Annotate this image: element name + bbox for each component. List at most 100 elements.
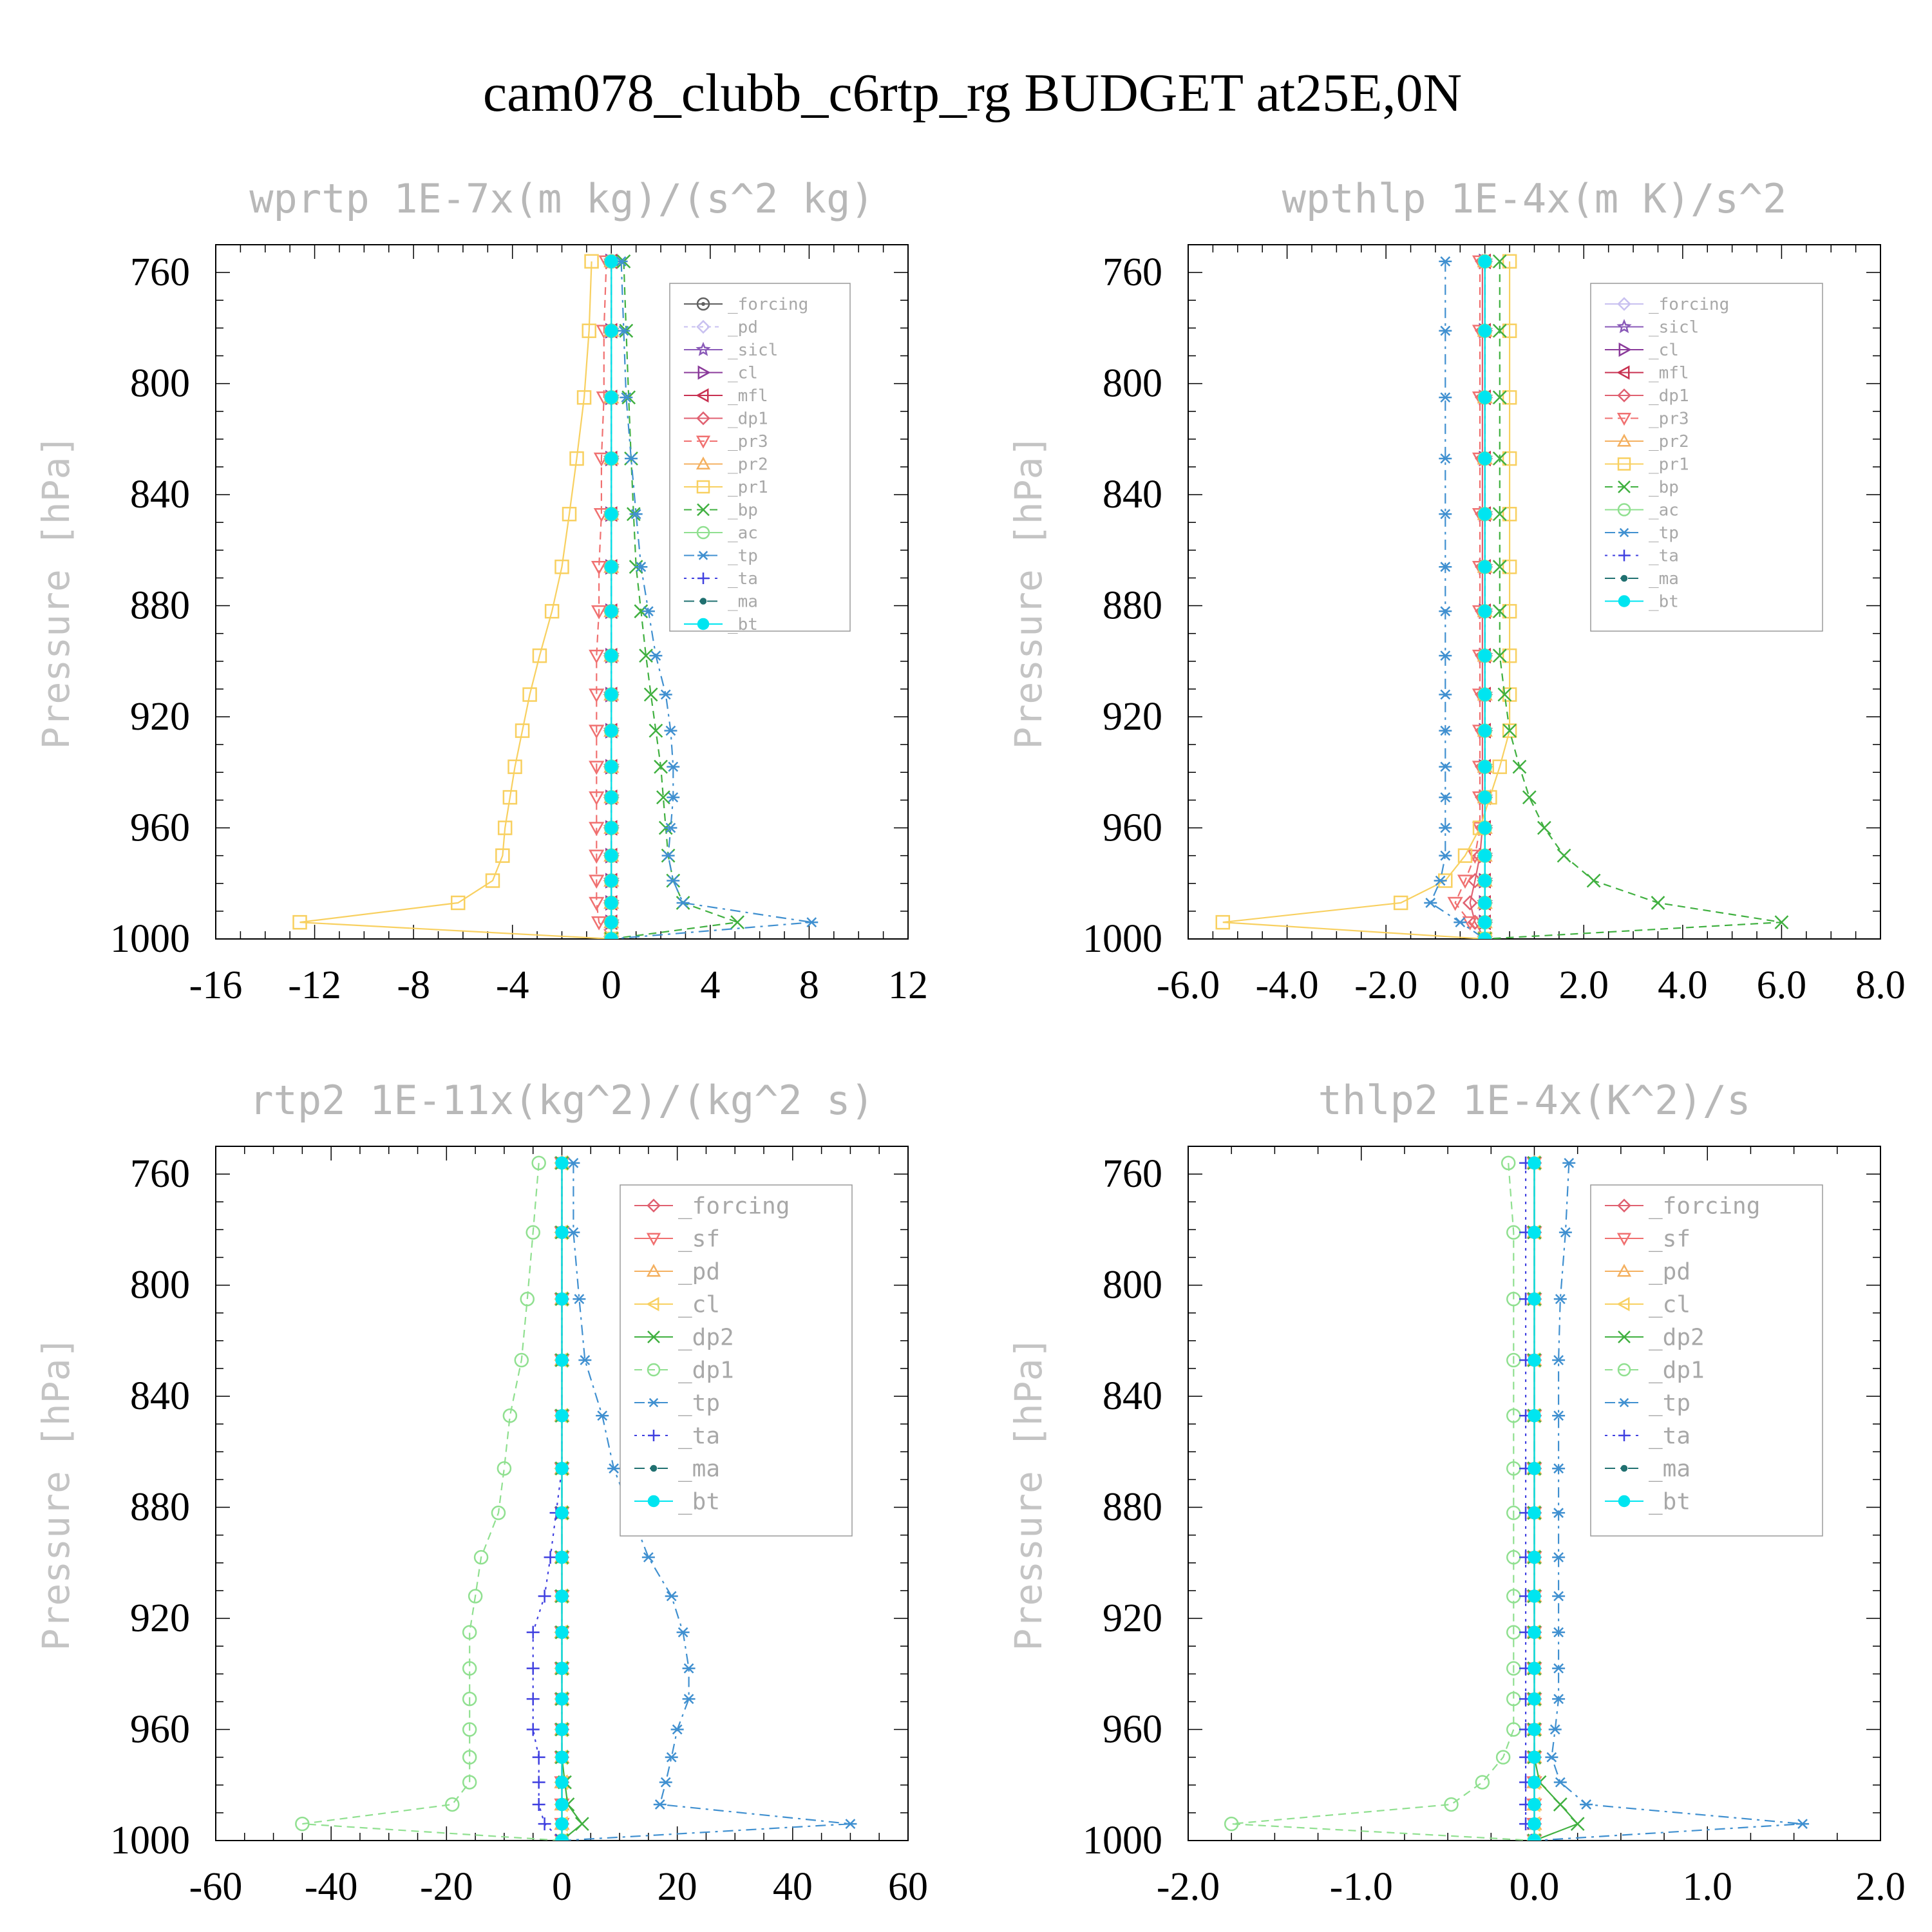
data-point-pr3 (589, 688, 605, 703)
data-point-dp1 (462, 1722, 477, 1737)
legend-item-forcing: _forcing (684, 295, 808, 314)
legend-item-cl: _cl (1605, 341, 1679, 360)
legend-item-bt: _bt (634, 1489, 720, 1515)
data-point-pr1 (1393, 895, 1408, 911)
legend-marker-forcing (1617, 297, 1631, 311)
data-point-bt (555, 1353, 569, 1367)
y-tick-label: 880 (130, 584, 190, 628)
legend-item-dp2: _dp2 (634, 1325, 734, 1351)
x-tick-label: -8 (397, 963, 430, 1007)
data-point-ta (532, 1776, 545, 1789)
data-point-bt (605, 896, 618, 910)
series-line-pr1 (299, 261, 612, 939)
data-point-tp (1439, 606, 1452, 617)
legend-marker-ma (699, 598, 707, 605)
x-tick-label: -2.0 (1157, 1865, 1220, 1909)
data-point-bt (1528, 1750, 1541, 1764)
data-point-tp (653, 1799, 667, 1810)
data-point-bp (1492, 390, 1507, 405)
y-axis-label: Pressure [hPa] (1007, 1336, 1050, 1651)
data-point-ta (538, 1589, 551, 1603)
axis-ticks (1188, 1146, 1881, 1841)
data-point-pr1 (576, 390, 592, 405)
data-point-tp (1439, 509, 1452, 520)
legend-marker-cl (697, 365, 711, 380)
data-point-bt (605, 324, 618, 337)
y-tick-label: 840 (1103, 473, 1162, 516)
legend-label-cl: _cl (678, 1292, 720, 1318)
data-point-pr3 (589, 896, 605, 911)
data-point-pr3 (589, 875, 605, 889)
legend-label-sicl: _sicl (728, 341, 778, 360)
data-point-bt (1528, 1662, 1541, 1675)
data-point-dp1 (473, 1549, 489, 1565)
data-point-bp (1586, 873, 1601, 888)
series-line-ta (532, 1162, 563, 1841)
data-point-bt (1478, 849, 1492, 862)
data-point-bt (605, 604, 618, 618)
legend-item-pr1: _pr1 (1605, 455, 1689, 475)
data-point-pr1 (1502, 687, 1517, 702)
data-point-ta (544, 1551, 557, 1564)
data-point-tp (634, 562, 648, 573)
data-point-tp (1552, 1627, 1566, 1638)
legend-item-pr2: _pr2 (684, 455, 768, 475)
data-point-tp (1439, 256, 1452, 267)
data-point-tp (844, 1819, 857, 1830)
data-point-tp (665, 1591, 678, 1602)
data-point-bt (1528, 1723, 1541, 1736)
legend: _forcing _sicl _cl _mfl _dp1 _pr3 _pr2 _pr1 _bp _… (1590, 283, 1823, 632)
legend-label-pd: _pd (728, 318, 758, 337)
data-point-bp (639, 649, 653, 663)
legend-item-dp1: _dp1 (1605, 1358, 1705, 1384)
legend-label-cl: _cl (1649, 1292, 1690, 1318)
series-line-pr3 (596, 261, 612, 939)
data-point-tp (659, 1777, 672, 1788)
data-point-dp1 (1444, 1797, 1459, 1812)
series-line-tp (562, 1162, 851, 1841)
data-point-tp (661, 850, 675, 861)
series-ta (1519, 1156, 1541, 1841)
data-point-pr1 (497, 820, 513, 835)
legend-item-pr3: _pr3 (1605, 410, 1689, 429)
data-point-dp1 (445, 1797, 460, 1812)
legend-marker-dp2 (1618, 1331, 1631, 1343)
data-point-tp (1424, 898, 1437, 908)
data-point-tp (567, 1227, 580, 1238)
legend-marker-pr3 (696, 435, 711, 449)
data-point-bp (1492, 323, 1507, 338)
data-point-bp (1497, 687, 1512, 702)
y-tick-label: 920 (1103, 1596, 1162, 1640)
legend-marker-tp (1618, 527, 1630, 538)
data-point-bt (1528, 1353, 1541, 1367)
data-point-bt (555, 1292, 569, 1306)
data-point-tp (1439, 725, 1452, 736)
data-point-tp (664, 725, 677, 736)
data-point-pr1 (522, 687, 537, 702)
data-point-bt (1528, 1776, 1541, 1789)
data-point-tp (1562, 1157, 1576, 1168)
data-point-bp (1557, 848, 1571, 863)
data-point-pr3 (1462, 916, 1478, 931)
panel-2: wpthlp 1E-4x(m K)/s^2 Pressure [hPa] 760 80… (1007, 175, 1906, 1007)
data-point-pr1 (451, 895, 466, 911)
y-tick-label: 800 (130, 1264, 190, 1307)
legend-label-sf: _sf (678, 1226, 720, 1253)
panel-3: rtp2 1E-11x(kg^2)/(kg^2 s) Pressure [hPa]… (34, 1077, 928, 1909)
legend-label-ma: _ma (728, 592, 758, 612)
data-point-pr1 (1502, 323, 1517, 338)
series-tp (1528, 1157, 1810, 1841)
data-point-tp (1454, 917, 1467, 928)
data-point-bt (1528, 1625, 1541, 1639)
series-line-dp1 (302, 1162, 562, 1841)
legend-marker-forcing (696, 297, 710, 311)
panel-title: rtp2 1E-11x(kg^2)/(kg^2 s) (249, 1077, 875, 1124)
data-point-bt (1528, 1506, 1541, 1520)
data-point-bt (1478, 760, 1492, 773)
series-line-tp (1429, 261, 1486, 939)
data-point-pr1 (1502, 603, 1517, 619)
panel-4: thlp2 1E-4x(K^2)/s Pressure [hPa] 760 800 84… (1007, 1077, 1906, 1909)
legend-item-bt: _bt (684, 615, 758, 634)
data-point-tp (620, 392, 633, 403)
data-point-tp (667, 761, 680, 772)
